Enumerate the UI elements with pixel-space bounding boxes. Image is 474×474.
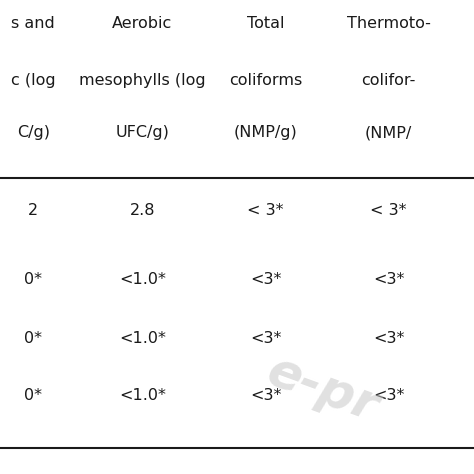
Text: UFC/g): UFC/g) (115, 125, 169, 140)
Text: 2: 2 (28, 203, 38, 219)
Text: 0*: 0* (24, 388, 42, 403)
Text: < 3*: < 3* (370, 203, 407, 219)
Text: C/g): C/g) (17, 125, 50, 140)
Text: <3*: <3* (250, 331, 281, 346)
Text: <3*: <3* (373, 388, 404, 403)
Text: <3*: <3* (373, 331, 404, 346)
Text: <1.0*: <1.0* (119, 272, 165, 287)
Text: Aerobic: Aerobic (112, 16, 173, 31)
Text: s and: s and (11, 16, 55, 31)
Text: colifor-: colifor- (362, 73, 416, 88)
Text: coliforms: coliforms (229, 73, 302, 88)
Text: <3*: <3* (250, 388, 281, 403)
Text: mesophylls (log: mesophylls (log (79, 73, 206, 88)
Text: 0*: 0* (24, 331, 42, 346)
Text: < 3*: < 3* (247, 203, 284, 219)
Text: 0*: 0* (24, 272, 42, 287)
Text: <3*: <3* (373, 272, 404, 287)
Text: Thermoto-: Thermoto- (347, 16, 430, 31)
Text: c (log: c (log (11, 73, 55, 88)
Text: <1.0*: <1.0* (119, 331, 165, 346)
Text: 2.8: 2.8 (129, 203, 155, 219)
Text: <1.0*: <1.0* (119, 388, 165, 403)
Text: (NMP/g): (NMP/g) (234, 125, 297, 140)
Text: <3*: <3* (250, 272, 281, 287)
Text: e-pr: e-pr (260, 346, 384, 431)
Text: (NMP/: (NMP/ (365, 125, 412, 140)
Text: Total: Total (246, 16, 284, 31)
